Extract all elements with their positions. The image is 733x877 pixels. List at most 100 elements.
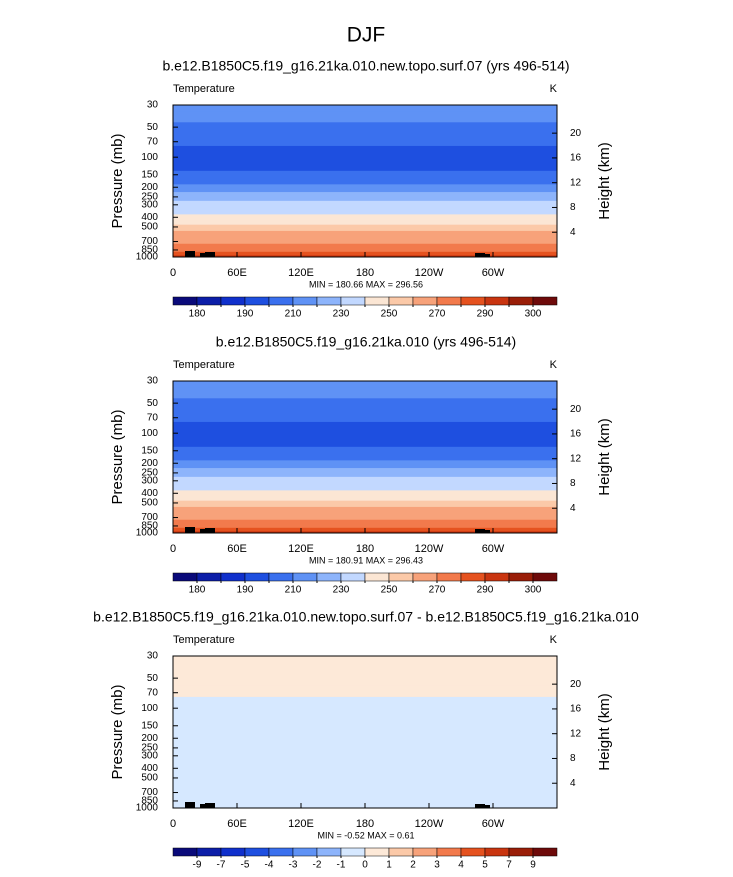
contour-band <box>173 398 557 408</box>
contour-band <box>173 476 557 485</box>
x-tick-label: 0 <box>170 267 176 279</box>
x-tick-label: 180 <box>356 267 374 279</box>
colorbar-box <box>316 296 342 306</box>
y-tick-label: 300 <box>141 475 158 486</box>
colorbar-box <box>508 572 534 582</box>
colorbar-label: 270 <box>429 309 446 320</box>
colorbar-box <box>532 572 558 582</box>
y-tick-label: 70 <box>147 136 159 147</box>
colorbar-label: 9 <box>530 860 536 871</box>
contour-band <box>173 446 557 455</box>
x-tick-label: 60E <box>227 543 247 555</box>
y-tick-label: 100 <box>141 428 158 439</box>
y-tick-label: 100 <box>141 152 158 163</box>
x-tick-label: 0 <box>170 543 176 555</box>
colorbar-box <box>364 572 390 582</box>
contour-band <box>173 514 557 521</box>
colorbar-box <box>196 572 222 582</box>
contour-band <box>173 122 557 132</box>
x-tick-label: 60W <box>482 818 505 830</box>
x-tick-label: 60E <box>227 267 247 279</box>
y-tick-label: 150 <box>141 445 158 456</box>
colorbar-box <box>268 572 294 582</box>
contour-band <box>173 214 557 221</box>
colorbar-box <box>388 847 414 857</box>
x-tick-label: 60W <box>482 267 505 279</box>
contour-band <box>173 407 557 415</box>
colorbar-label: -2 <box>313 860 322 871</box>
contour-band <box>173 421 557 431</box>
colorbar-label: 7 <box>506 860 512 871</box>
y-axis-title: Pressure (mb) <box>109 409 126 504</box>
topography <box>480 530 490 533</box>
topography <box>480 254 490 257</box>
contour-band <box>173 460 557 469</box>
contour-band <box>173 162 557 172</box>
y-tick-label: 200 <box>141 182 158 193</box>
colorbar-box <box>364 847 390 857</box>
contour-band <box>173 732 557 748</box>
colorbar-label: 4 <box>458 860 464 871</box>
stats-label: MIN = 180.91 MAX = 296.43 <box>309 555 423 565</box>
contour-band <box>173 747 557 763</box>
topography <box>205 252 215 257</box>
y-tick-label: 850 <box>141 796 158 807</box>
colorbar-label: -3 <box>289 860 298 871</box>
y-tick-label: 1000 <box>136 252 159 263</box>
x-tick-label: 120E <box>288 543 314 555</box>
y-tick-label: 70 <box>147 687 159 698</box>
contour-band <box>173 247 557 253</box>
colorbar-label: 210 <box>285 309 302 320</box>
left-label: Temperature <box>173 83 235 95</box>
y2-tick-label: 12 <box>570 728 582 739</box>
colorbar-box <box>460 572 486 582</box>
contour-band <box>173 381 557 388</box>
colorbar-box <box>292 572 318 582</box>
colorbar-label: -5 <box>241 860 250 871</box>
y2-axis-title: Height (km) <box>596 693 613 771</box>
y2-tick-label: 8 <box>570 478 576 489</box>
y-tick-label: 300 <box>141 750 158 761</box>
y2-tick-label: 4 <box>570 227 576 238</box>
y-tick-label: 300 <box>141 199 158 210</box>
colorbar-box <box>460 296 486 306</box>
contour-band <box>173 219 557 226</box>
y-tick-label: 400 <box>141 488 158 499</box>
colorbar-label: 190 <box>237 309 254 320</box>
colorbar-label: 250 <box>381 309 398 320</box>
y-tick-label: 100 <box>141 703 158 714</box>
contour-band <box>173 495 557 502</box>
colorbar-box <box>292 847 318 857</box>
y-tick-label: 70 <box>147 412 159 423</box>
colorbar-box <box>388 296 414 306</box>
x-tick-label: 120W <box>415 267 444 279</box>
y-axis-title: Pressure (mb) <box>109 684 126 779</box>
y-tick-label: 500 <box>141 498 158 509</box>
colorbar-box <box>532 847 558 857</box>
colorbar-label: 290 <box>477 585 494 596</box>
contour-band <box>173 685 557 698</box>
contour-band <box>173 131 557 139</box>
x-tick-label: 180 <box>356 543 374 555</box>
contour-band <box>173 796 557 805</box>
colorbar-box <box>532 296 558 306</box>
colorbar-label: -1 <box>337 860 346 871</box>
colorbar-box <box>340 572 366 582</box>
x-tick-label: 0 <box>170 818 176 830</box>
y-tick-label: 1000 <box>136 803 159 814</box>
colorbar-label: -7 <box>217 860 226 871</box>
y-tick-label: 50 <box>147 673 159 684</box>
colorbar-box <box>436 847 462 857</box>
y2-tick-label: 16 <box>570 153 582 164</box>
y-tick-label: 700 <box>141 512 158 523</box>
colorbar-label: 3 <box>434 860 440 871</box>
colorbar-box <box>244 296 270 306</box>
y-tick-label: 850 <box>141 245 158 256</box>
x-tick-label: 60E <box>227 818 247 830</box>
right-label: K <box>550 83 558 95</box>
page-title: DJF <box>347 24 386 47</box>
colorbar-box <box>484 847 510 857</box>
colorbar-box <box>172 847 198 857</box>
y-tick-label: 500 <box>141 222 158 233</box>
